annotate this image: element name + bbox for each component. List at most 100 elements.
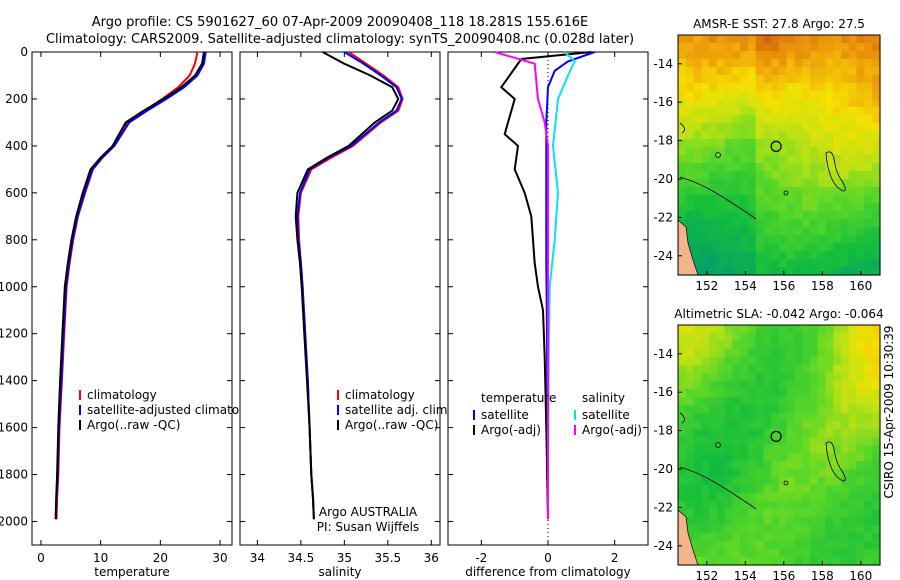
map-cell (802, 163, 811, 172)
map-cell (872, 123, 881, 132)
map-cell (802, 373, 811, 382)
map-cell (732, 115, 741, 124)
map-cell (802, 493, 811, 502)
map-cell (817, 493, 827, 502)
map-cell (740, 485, 749, 494)
map-cell (825, 75, 834, 84)
map-cell (817, 373, 827, 382)
map-cell (817, 421, 827, 430)
map-cell (709, 397, 718, 406)
map-cell (755, 413, 765, 422)
map-cell (825, 397, 834, 406)
map-cell (755, 251, 765, 260)
map-cell (810, 219, 819, 228)
map-cell (685, 429, 695, 438)
map-cell (779, 333, 788, 342)
map-cell (732, 437, 741, 446)
map-cell (763, 59, 772, 68)
map-cell (794, 235, 803, 244)
map-cell (864, 115, 873, 124)
map-cell (856, 533, 866, 542)
map-cell (685, 139, 695, 148)
map-cell (701, 445, 710, 454)
map-cell (716, 325, 726, 334)
map-cell (841, 357, 850, 366)
map-cell (763, 461, 772, 470)
map-cell (685, 123, 695, 132)
map-cell (763, 333, 772, 342)
map-cell (825, 155, 834, 164)
reef-contour (679, 122, 685, 134)
map-cell (716, 83, 726, 92)
map-cell (693, 397, 702, 406)
map-cell (701, 349, 710, 358)
map-cell (732, 59, 741, 68)
map-cell (825, 43, 834, 52)
map-cell (771, 259, 780, 268)
map-cell (771, 469, 780, 478)
map-cell (802, 243, 811, 252)
map-cell (709, 67, 718, 76)
salinity-panel: 34 34.5 35 35.5 36salinityclimatologysatelli… (239, 51, 451, 579)
map-cell (732, 203, 741, 212)
map-cell (747, 389, 757, 398)
map-cell (856, 251, 866, 260)
map-cell (856, 235, 866, 244)
map-cell (848, 525, 858, 534)
map-cell (872, 211, 881, 220)
map-cell (747, 131, 757, 140)
map-cell (817, 397, 827, 406)
map-cell (678, 155, 687, 164)
map-cell (724, 203, 733, 212)
map-cell (732, 67, 741, 76)
map-cell (848, 67, 858, 76)
map-cell (848, 357, 858, 366)
map-cell (810, 421, 819, 430)
reef-contour (825, 151, 846, 192)
map-cell (833, 509, 842, 518)
map-cell (740, 413, 749, 422)
map-cell (810, 203, 819, 212)
map-cell (817, 243, 827, 252)
map-cell (856, 477, 866, 486)
map-cell (817, 525, 827, 534)
map-cell (794, 131, 803, 140)
map-cell (771, 43, 780, 52)
map-cell (693, 227, 702, 236)
map-cell (833, 533, 842, 542)
map-cell (779, 357, 788, 366)
map-cell (724, 187, 733, 196)
map-cell (701, 187, 710, 196)
map-cell (817, 155, 827, 164)
legend-label: Argo(-adj) (582, 423, 642, 437)
map-cell (794, 179, 803, 188)
map-cell (810, 187, 819, 196)
map-cell (848, 195, 858, 204)
map-cell (747, 67, 757, 76)
map-cell (786, 397, 796, 406)
map-cell (709, 179, 718, 188)
map-cell (732, 179, 741, 188)
map-cell (716, 211, 726, 220)
map-cell (864, 469, 873, 478)
map-cell (724, 509, 733, 518)
map-cell (833, 227, 842, 236)
map-cell (685, 525, 695, 534)
map-cell (693, 517, 702, 526)
map-cell (747, 235, 757, 244)
map-cell (802, 445, 811, 454)
map-cell (693, 211, 702, 220)
map-cell (732, 251, 741, 260)
map-cell (732, 259, 741, 268)
map-cell (685, 333, 695, 342)
map-cell (848, 333, 858, 342)
map-cell (864, 267, 873, 276)
map-cell (732, 341, 741, 350)
map-cell (841, 557, 850, 566)
x-tick-label: 36 (424, 551, 439, 565)
map-cell (841, 267, 850, 276)
map-cell (701, 259, 710, 268)
map-cell (864, 437, 873, 446)
map-cell (716, 333, 726, 342)
map-cell (701, 99, 710, 108)
